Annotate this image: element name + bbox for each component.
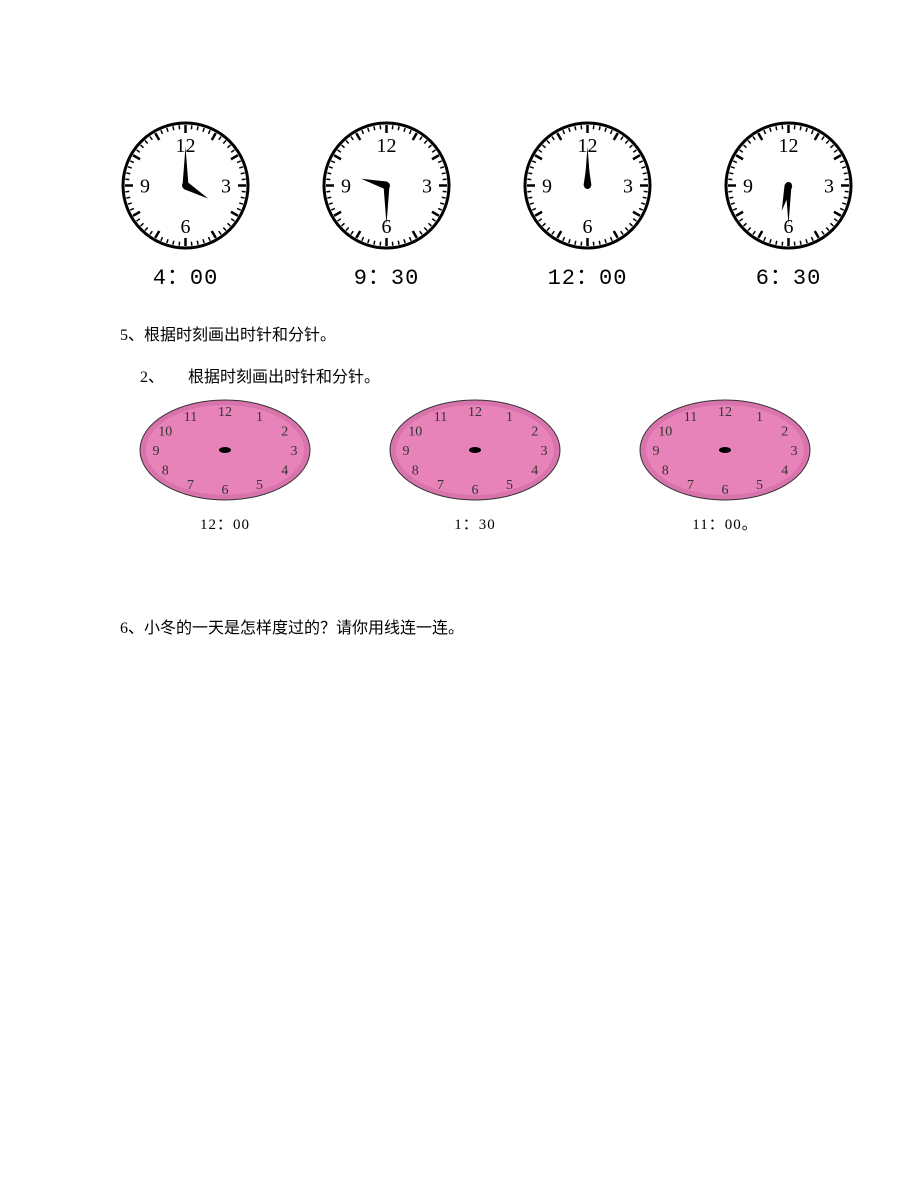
ellipse-clock: 12123456789101111：00。 [635,395,815,534]
ellipse-clock-numeral: 10 [658,425,672,440]
clock-numeral: 9 [542,176,552,198]
question-5-text: 5、根据时刻画出时针和分针。 [120,321,880,345]
ellipse-clock-numeral: 6 [722,483,729,498]
clock-face: 12369 [120,120,251,251]
ellipse-clock-numeral: 9 [653,444,660,459]
clock-numeral: 12 [377,135,397,157]
clock-face: 12369 [321,120,452,251]
clock-numeral: 6 [181,216,191,238]
round-clocks-row: 123694：00123699：301236912：00123696：30 [120,120,880,291]
ellipse-time-label: 12：00 [200,513,250,534]
clock-time-label: 4：00 [153,259,219,291]
ellipse-clock-numeral: 11 [184,410,197,425]
ellipse-time-label: 1：30 [454,513,496,534]
clock-numeral: 3 [824,176,834,198]
ellipse-clock-numeral: 4 [531,464,538,479]
round-clock: 123696：30 [723,120,854,291]
clock-time-label: 6：30 [756,259,822,291]
clock-face: 12369 [522,120,653,251]
subheader-2-text: 2、 根据时刻画出时针和分针。 [140,363,880,387]
ellipse-clock-numeral: 3 [291,444,298,459]
ellipse-clock-numeral: 8 [412,464,419,479]
ellipse-clocks-row: 12123456789101112：001212345678910111：301… [135,395,880,534]
clock-numeral: 9 [341,176,351,198]
worksheet-page: 123694：00123699：301236912：00123696：30 5、… [0,0,920,696]
clock-numeral: 9 [140,176,150,198]
clock-numeral: 3 [623,176,633,198]
round-clock: 123694：00 [120,120,251,291]
ellipse-clock-numeral: 8 [662,464,669,479]
clock-numeral: 9 [743,176,753,198]
ellipse-clock-numeral: 3 [541,444,548,459]
ellipse-clock-numeral: 2 [781,425,788,440]
ellipse-clock: 1212345678910111：30 [385,395,565,534]
ellipse-clock-numeral: 2 [281,425,288,440]
ellipse-clock: 12123456789101112：00 [135,395,315,534]
ellipse-clock-numeral: 10 [158,425,172,440]
clock-numeral: 12 [779,135,799,157]
clock-numeral: 3 [221,176,231,198]
ellipse-clock-face: 121234567891011 [635,395,815,505]
ellipse-clock-numeral: 4 [281,464,288,479]
clock-numeral: 6 [583,216,593,238]
clock-time-label: 12：00 [548,259,628,291]
ellipse-clock-numeral: 5 [506,478,513,493]
ellipse-clock-numeral: 12 [218,405,232,420]
ellipse-clock-numeral: 9 [403,444,410,459]
ellipse-clock-numeral: 7 [437,478,444,493]
ellipse-clock-numeral: 12 [468,405,482,420]
ellipse-clock-face: 121234567891011 [385,395,565,505]
ellipse-clock-numeral: 7 [187,478,194,493]
ellipse-clock-numeral: 1 [506,410,513,425]
ellipse-clock-numeral: 10 [408,425,422,440]
ellipse-clock-numeral: 1 [756,410,763,425]
ellipse-clock-numeral: 3 [791,444,798,459]
round-clock: 1236912：00 [522,120,653,291]
ellipse-clock-numeral: 4 [781,464,788,479]
clock-time-label: 9：30 [354,259,420,291]
ellipse-clock-numeral: 5 [256,478,263,493]
ellipse-clock-numeral: 1 [256,410,263,425]
ellipse-clock-numeral: 5 [756,478,763,493]
ellipse-clock-numeral: 11 [684,410,697,425]
ellipse-clock-numeral: 8 [162,464,169,479]
clock-face: 12369 [723,120,854,251]
ellipse-time-label: 11：00。 [692,513,757,534]
ellipse-clock-numeral: 6 [472,483,479,498]
ellipse-clock-numeral: 7 [687,478,694,493]
ellipse-clock-numeral: 11 [434,410,447,425]
ellipse-clock-numeral: 12 [718,405,732,420]
ellipse-clock-numeral: 2 [531,425,538,440]
ellipse-clock-numeral: 6 [222,483,229,498]
round-clock: 123699：30 [321,120,452,291]
question-6-text: 6、小冬的一天是怎样度过的？请你用线连一连。 [120,614,880,638]
clock-numeral: 3 [422,176,432,198]
ellipse-clock-numeral: 9 [153,444,160,459]
ellipse-clock-face: 121234567891011 [135,395,315,505]
